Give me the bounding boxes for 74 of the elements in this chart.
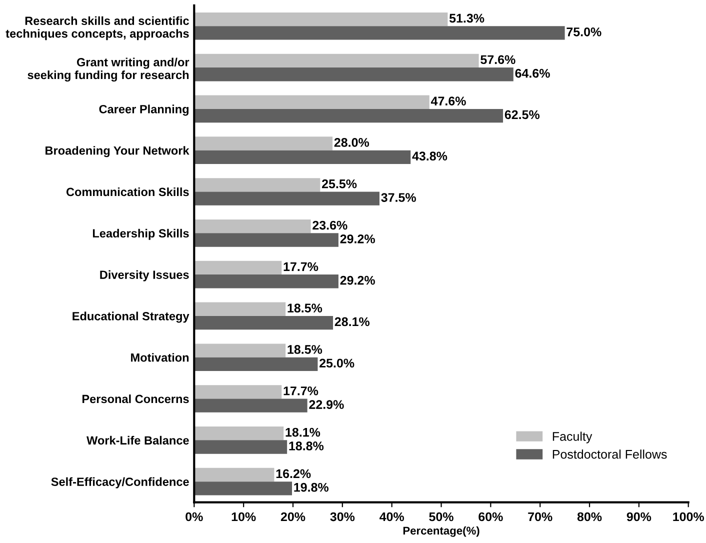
bar (194, 426, 284, 440)
bar (194, 260, 282, 275)
y-tick-label: Leadership Skills (92, 228, 189, 240)
bar (194, 108, 504, 123)
bar (194, 192, 380, 206)
data-label: 29.2% (340, 234, 375, 244)
legend-label: Faculty (552, 432, 592, 444)
bar (194, 398, 308, 412)
x-axis-title: Percentage(%) (403, 526, 480, 537)
bar (194, 440, 288, 454)
bar (194, 26, 565, 40)
y-tick-label: Research skills and scientific techniques concepts, approachs (6, 16, 189, 40)
y-tick-label: Self-Efficacy/Confidence (51, 477, 189, 488)
data-label: 37.5% (381, 193, 416, 202)
data-label: 18.8% (289, 442, 324, 450)
bar (194, 136, 333, 150)
legend-label: Postdoctoral Fellows (552, 450, 667, 459)
data-label: 17.7% (284, 386, 318, 396)
data-label: 17.7% (284, 262, 318, 272)
x-tick-label: 0% (186, 512, 203, 522)
data-label: 62.5% (504, 110, 540, 120)
bar (194, 274, 338, 288)
data-label: 29.2% (340, 276, 375, 285)
bar (194, 54, 479, 68)
data-label: 25.0% (320, 358, 354, 368)
data-label: 16.2% (276, 469, 311, 478)
data-label: 23.6% (312, 220, 348, 230)
bar (194, 385, 282, 399)
bar (194, 95, 430, 109)
bar (194, 12, 448, 26)
x-tick-label: 40% (380, 512, 404, 522)
data-label: 75.0% (566, 27, 602, 36)
x-tick-label: 30% (330, 512, 355, 522)
bar (194, 482, 292, 496)
bar (194, 316, 334, 330)
y-tick-label: Communication Skills (66, 187, 189, 196)
data-label: 22.9% (309, 400, 344, 409)
x-tick-label: 90% (626, 512, 652, 522)
data-label: 28.0% (334, 138, 370, 147)
data-label: 18.5% (288, 345, 322, 354)
x-tick-label: 20% (280, 512, 306, 522)
bar (194, 344, 286, 358)
x-tick-label: 10% (232, 512, 256, 522)
y-tick-label: Personal Concerns (82, 394, 189, 404)
y-tick-label: Work-Life Balance (86, 436, 189, 445)
y-tick-label: Diversity Issues (100, 270, 189, 282)
y-tick-label: Motivation (131, 353, 189, 362)
data-label: 25.5% (322, 179, 357, 188)
x-tick-label: 60% (478, 512, 503, 522)
data-label: 51.3% (449, 14, 484, 23)
data-label: 43.8% (412, 152, 448, 161)
bar (194, 178, 320, 192)
data-label: 28.1% (334, 317, 370, 326)
x-tick-label: 50% (429, 512, 454, 522)
y-tick-label: Educational Strategy (72, 312, 190, 323)
x-tick-label: 80% (577, 512, 602, 522)
bar (194, 219, 311, 234)
bar (194, 68, 514, 82)
data-label: 19.8% (294, 482, 329, 492)
data-label: 64.6% (515, 68, 550, 78)
data-label: 57.6% (480, 55, 516, 64)
data-label: 47.6% (430, 96, 466, 106)
bar (194, 150, 411, 164)
x-tick-label: 100% (673, 512, 704, 522)
x-tick-label: 70% (528, 512, 552, 522)
data-label: 18.1% (286, 428, 320, 437)
bar (194, 357, 318, 372)
y-tick-label: Career Planning (99, 104, 189, 116)
bar (194, 468, 274, 482)
y-tick-label: Broadening Your Network (46, 146, 190, 158)
data-label: 18.5% (288, 304, 322, 312)
bar (194, 302, 286, 316)
bar (194, 233, 338, 247)
y-tick-label: Grant writing and/or seeking funding for research (28, 58, 190, 82)
